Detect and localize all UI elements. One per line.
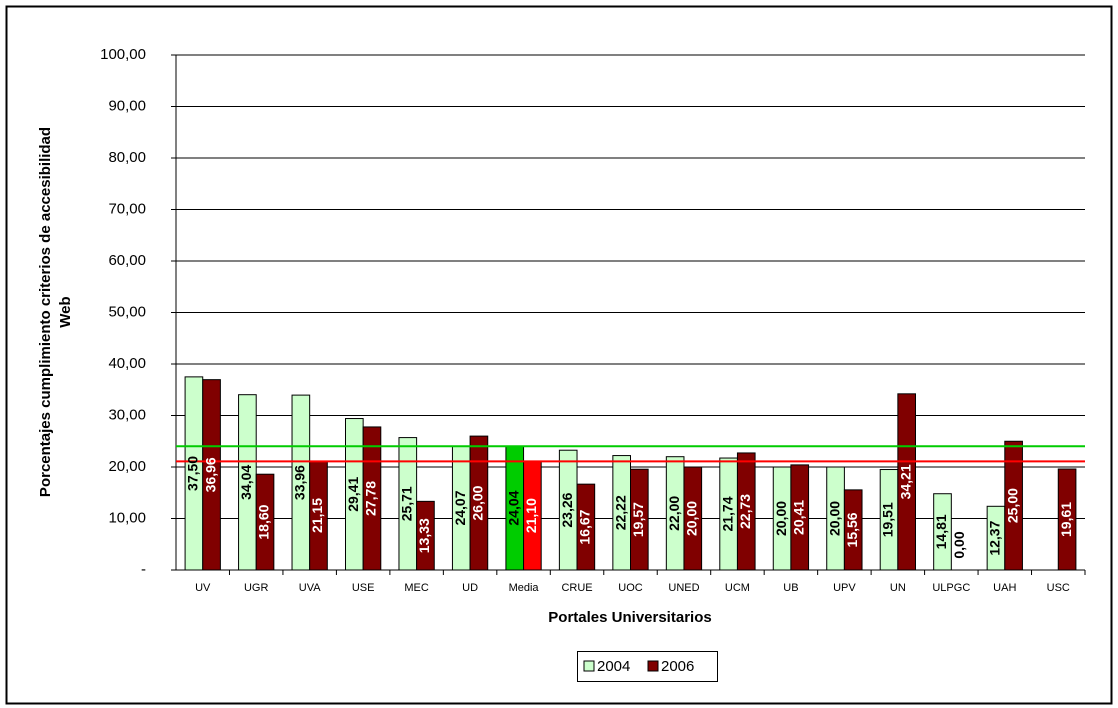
data-label: 36,96	[202, 457, 218, 492]
y-tick-label: -	[141, 561, 146, 578]
x-tick-label: UD	[462, 582, 478, 594]
chart-border	[5, 5, 1113, 705]
data-label: 20,00	[683, 501, 699, 536]
x-tick-label: USC	[1047, 582, 1070, 594]
data-label: 24,07	[452, 490, 468, 525]
data-label: 22,22	[612, 495, 628, 530]
y-tick-label: 70,00	[108, 200, 146, 217]
data-label: 22,73	[737, 494, 753, 529]
data-label: 20,41	[790, 500, 806, 535]
x-tick-label: ULPGC	[932, 582, 970, 594]
data-label: 23,26	[559, 492, 575, 527]
x-tick-label: UNED	[668, 582, 699, 594]
x-tick-label: UB	[783, 582, 798, 594]
x-tick-label: UOC	[618, 582, 643, 594]
y-tick-label: 40,00	[108, 355, 146, 372]
x-tick-label: UV	[195, 582, 211, 594]
data-label: 14,81	[933, 514, 949, 549]
data-label: 12,37	[987, 520, 1003, 555]
x-tick-label: MEC	[404, 582, 429, 594]
y-tick-label: 20,00	[108, 458, 146, 475]
y-tick-label: 80,00	[108, 149, 146, 166]
x-tick-label: CRUE	[561, 582, 592, 594]
y-tick-label: 100,00	[100, 46, 146, 63]
data-label: 0,00	[951, 531, 967, 558]
data-label: 29,41	[345, 477, 361, 512]
legend-swatch	[583, 660, 595, 672]
data-label: 19,61	[1058, 502, 1074, 537]
legend-label: 2006	[661, 658, 694, 675]
y-tick-label: 10,00	[108, 509, 146, 526]
y-axis-title: Porcentajes cumplimiento criterios de ac…	[37, 127, 54, 497]
data-label: 19,57	[630, 502, 646, 537]
data-label: 22,00	[666, 496, 682, 531]
data-label: 26,00	[470, 485, 486, 520]
x-tick-label: UPV	[833, 582, 856, 594]
y-tick-label: 30,00	[108, 406, 146, 423]
data-label: 25,71	[398, 486, 414, 521]
data-label: 13,33	[416, 518, 432, 553]
x-tick-label: USE	[352, 582, 375, 594]
data-label: 33,96	[292, 465, 308, 500]
data-label: 21,74	[719, 496, 735, 531]
x-tick-label: UVA	[299, 582, 321, 594]
legend-label: 2004	[597, 658, 630, 675]
data-label: 21,15	[309, 498, 325, 533]
data-label: 27,78	[363, 481, 379, 516]
data-label: 34,21	[897, 464, 913, 499]
x-tick-label: UGR	[244, 582, 269, 594]
data-label: 16,67	[577, 509, 593, 544]
data-label: 18,60	[256, 504, 272, 539]
data-label: 15,56	[844, 512, 860, 547]
x-tick-label: UN	[890, 582, 906, 594]
data-label: 24,04	[505, 490, 521, 525]
x-tick-label: UAH	[993, 582, 1016, 594]
data-label: 20,00	[773, 501, 789, 536]
x-axis-title: Portales Universitarios	[548, 609, 711, 626]
x-tick-label: Media	[509, 582, 540, 594]
data-label: 21,10	[523, 498, 539, 533]
y-tick-label: 60,00	[108, 252, 146, 269]
data-label: 25,00	[1004, 488, 1020, 523]
data-label: 19,51	[880, 502, 896, 537]
data-label: 34,04	[238, 465, 254, 500]
legend-swatch	[647, 660, 659, 672]
y-axis-title: Web	[57, 296, 74, 327]
data-label: 20,00	[826, 501, 842, 536]
data-label: 37,50	[185, 456, 201, 491]
x-tick-label: UCM	[725, 582, 750, 594]
y-tick-label: 50,00	[108, 303, 146, 320]
y-tick-label: 90,00	[108, 97, 146, 114]
